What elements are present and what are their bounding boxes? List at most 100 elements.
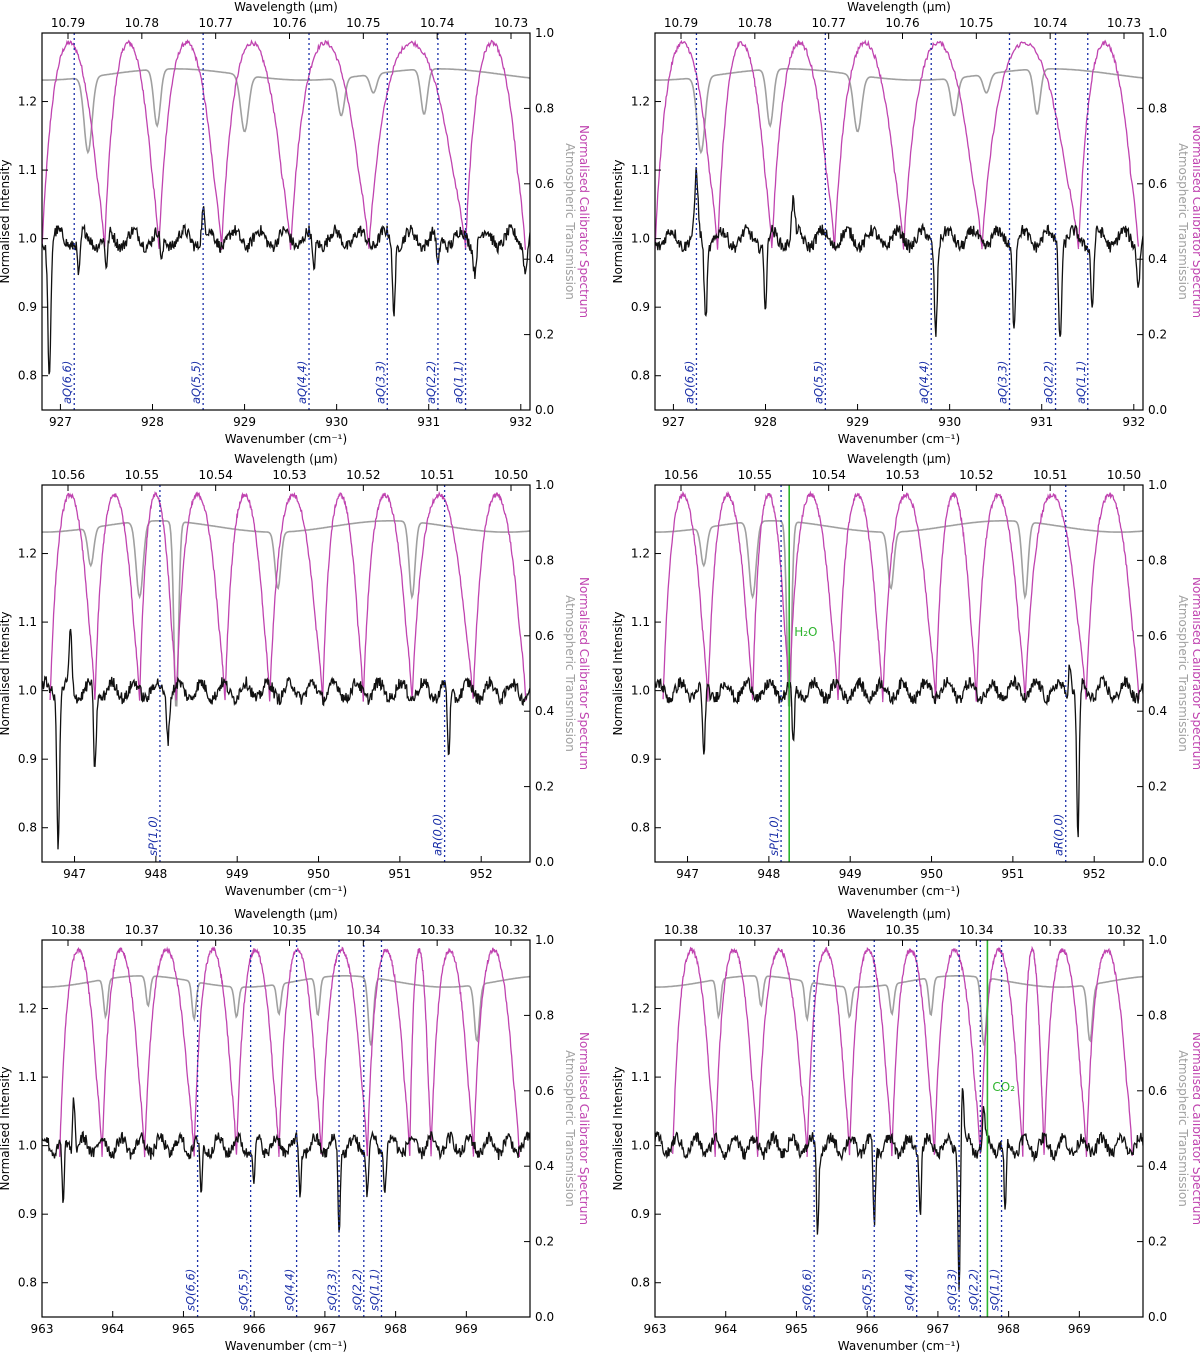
y-left-tick-label: 0.8 [631,369,650,383]
x-top-tick-label: 10.37 [738,923,772,937]
y-left-tick-label: 0.9 [18,1207,37,1221]
x-axis-label: Wavenumber (cm⁻¹) [225,432,347,446]
calibrator-series-segment [882,492,937,703]
y-left-tick-label: 1.2 [631,547,650,561]
plot-area [42,490,530,850]
y-right-tick-label: 0.4 [1148,704,1167,718]
transition-label: sP(1,0) [767,816,781,856]
panel-row3-left: sQ(6,6) sQ(5,5) sQ(4,4) sQ(3,3) sQ(2,2) sQ(1,… [0,907,591,1353]
y-left-axis-label: Normalised Intensity [0,611,12,735]
y-right-tick-label: 0.4 [535,1159,554,1173]
x-top-tick-label: 10.73 [1107,16,1141,30]
transition-label: aR(0,0) [1052,814,1066,856]
y-right-tick-label: 1.0 [535,933,554,947]
y-right-tick-label: 0.2 [1148,780,1167,794]
x-axis-label: Wavenumber (cm⁻¹) [225,1339,347,1353]
x-tick-label: 966 [243,1322,266,1336]
calibrator-series-segment [891,947,936,1156]
feature-label: CO₂ [992,1080,1015,1094]
x-tick-label: 952 [1083,867,1106,881]
transition-label: aQ(2,2) [1042,361,1056,404]
y-right-tick-label: 0.8 [1148,1008,1167,1022]
y-right-tick-label: 0.8 [1148,553,1167,567]
y-left-tick-label: 1.1 [631,615,650,629]
calibrator-series-segment [42,39,106,248]
x-tick-label: 930 [325,415,348,429]
calibrator-series-segment [837,492,884,701]
calibrator-series-segment [1077,39,1140,248]
x-tick-label: 964 [101,1322,124,1336]
x-tick-label: 948 [757,867,780,881]
x-tick-label: 966 [856,1322,879,1336]
x-tick-label: 947 [676,867,699,881]
calibrator-series-segment [655,39,719,250]
calibrator-series-segment [902,40,983,247]
y-right-axis-label-atmosphere: Atmospheric Transmission [1176,1050,1190,1207]
x-top-tick-label: 10.79 [51,16,85,30]
x-top-tick-label: 10.54 [198,468,232,482]
x-tick-label: 929 [846,415,869,429]
y-right-tick-label: 0.8 [535,1008,554,1022]
y-left-tick-label: 1.0 [18,684,37,698]
x-axis-label: Wavenumber (cm⁻¹) [838,884,960,898]
x-top-tick-label: 10.78 [738,16,772,30]
transition-label: sQ(2,2) [966,1269,980,1311]
x-top-tick-label: 10.56 [51,468,85,482]
x-tick-label: 968 [384,1322,407,1336]
calibrator-series-segment [411,491,474,700]
y-right-tick-label: 0.0 [1148,1310,1167,1324]
y-left-tick-label: 0.9 [631,300,650,314]
calibrator-series-segment [158,39,223,250]
calibrator-series-segment [472,492,527,701]
x-top-tick-label: 10.35 [885,923,919,937]
atmospheric-transmission-series [42,975,530,1046]
transition-label: aQ(4,4) [295,361,309,404]
calibrator-series-segment [138,490,177,701]
y-left-tick-label: 1.1 [631,1070,650,1084]
x-top-tick-label: 10.32 [494,923,528,937]
atmospheric-transmission-series [42,68,530,155]
transition-label: sQ(1,1) [367,1269,381,1311]
x-top-axis-label: Wavelength (μm) [234,907,338,921]
calibrator-series-segment [103,39,160,248]
transition-label: sQ(6,6) [800,1269,814,1311]
transition-label: aQ(2,2) [424,361,438,404]
calibrator-series-segment [362,492,413,702]
calibrator-series-segment [848,947,893,1157]
y-left-tick-label: 0.9 [18,752,37,766]
transition-label: sQ(4,4) [903,1269,917,1311]
y-left-tick-label: 1.1 [18,163,37,177]
x-tick-label: 964 [714,1322,737,1336]
target-spectrum-series [42,628,530,850]
x-top-tick-label: 10.75 [346,16,380,30]
y-left-tick-label: 1.0 [631,232,650,246]
x-top-tick-label: 10.74 [420,16,454,30]
x-top-tick-label: 10.75 [959,16,993,30]
y-left-tick-label: 1.2 [18,1002,37,1016]
transition-label: sQ(3,3) [945,1269,959,1311]
y-right-axis-label-calibrator: Normalised Calibrator Spectrum [1190,125,1200,318]
y-left-tick-label: 0.9 [18,300,37,314]
x-top-tick-label: 10.32 [1107,923,1141,937]
x-tick-label: 949 [839,867,862,881]
transition-label: sQ(4,4) [283,1269,297,1311]
transition-label: sQ(6,6) [184,1269,198,1311]
calibrator-series-segment [143,946,195,1158]
calibrator-series-segment [1043,948,1088,1155]
calibrator-series-segment [366,948,411,1156]
x-top-tick-label: 10.73 [494,16,528,30]
y-right-tick-label: 1.0 [535,26,554,40]
calibrator-series-segment [49,492,96,701]
x-top-tick-label: 10.34 [959,923,993,937]
y-left-axis-label: Normalised Intensity [611,1066,625,1190]
y-right-tick-label: 0.0 [1148,855,1167,869]
atmospheric-transmission-series [655,520,1143,707]
calibrator-series-segment [1085,947,1134,1157]
y-right-tick-label: 0.0 [535,403,554,417]
y-left-axis-label: Normalised Intensity [0,1066,12,1190]
calibrator-series-segment [472,947,521,1158]
panel-row1-right: aQ(6,6) aQ(5,5) aQ(4,4) aQ(3,3) aQ(2,2) aQ(1,… [611,0,1200,446]
calibrator-series-segment [94,493,141,700]
y-right-tick-label: 0.0 [535,855,554,869]
y-left-tick-label: 0.8 [631,821,650,835]
